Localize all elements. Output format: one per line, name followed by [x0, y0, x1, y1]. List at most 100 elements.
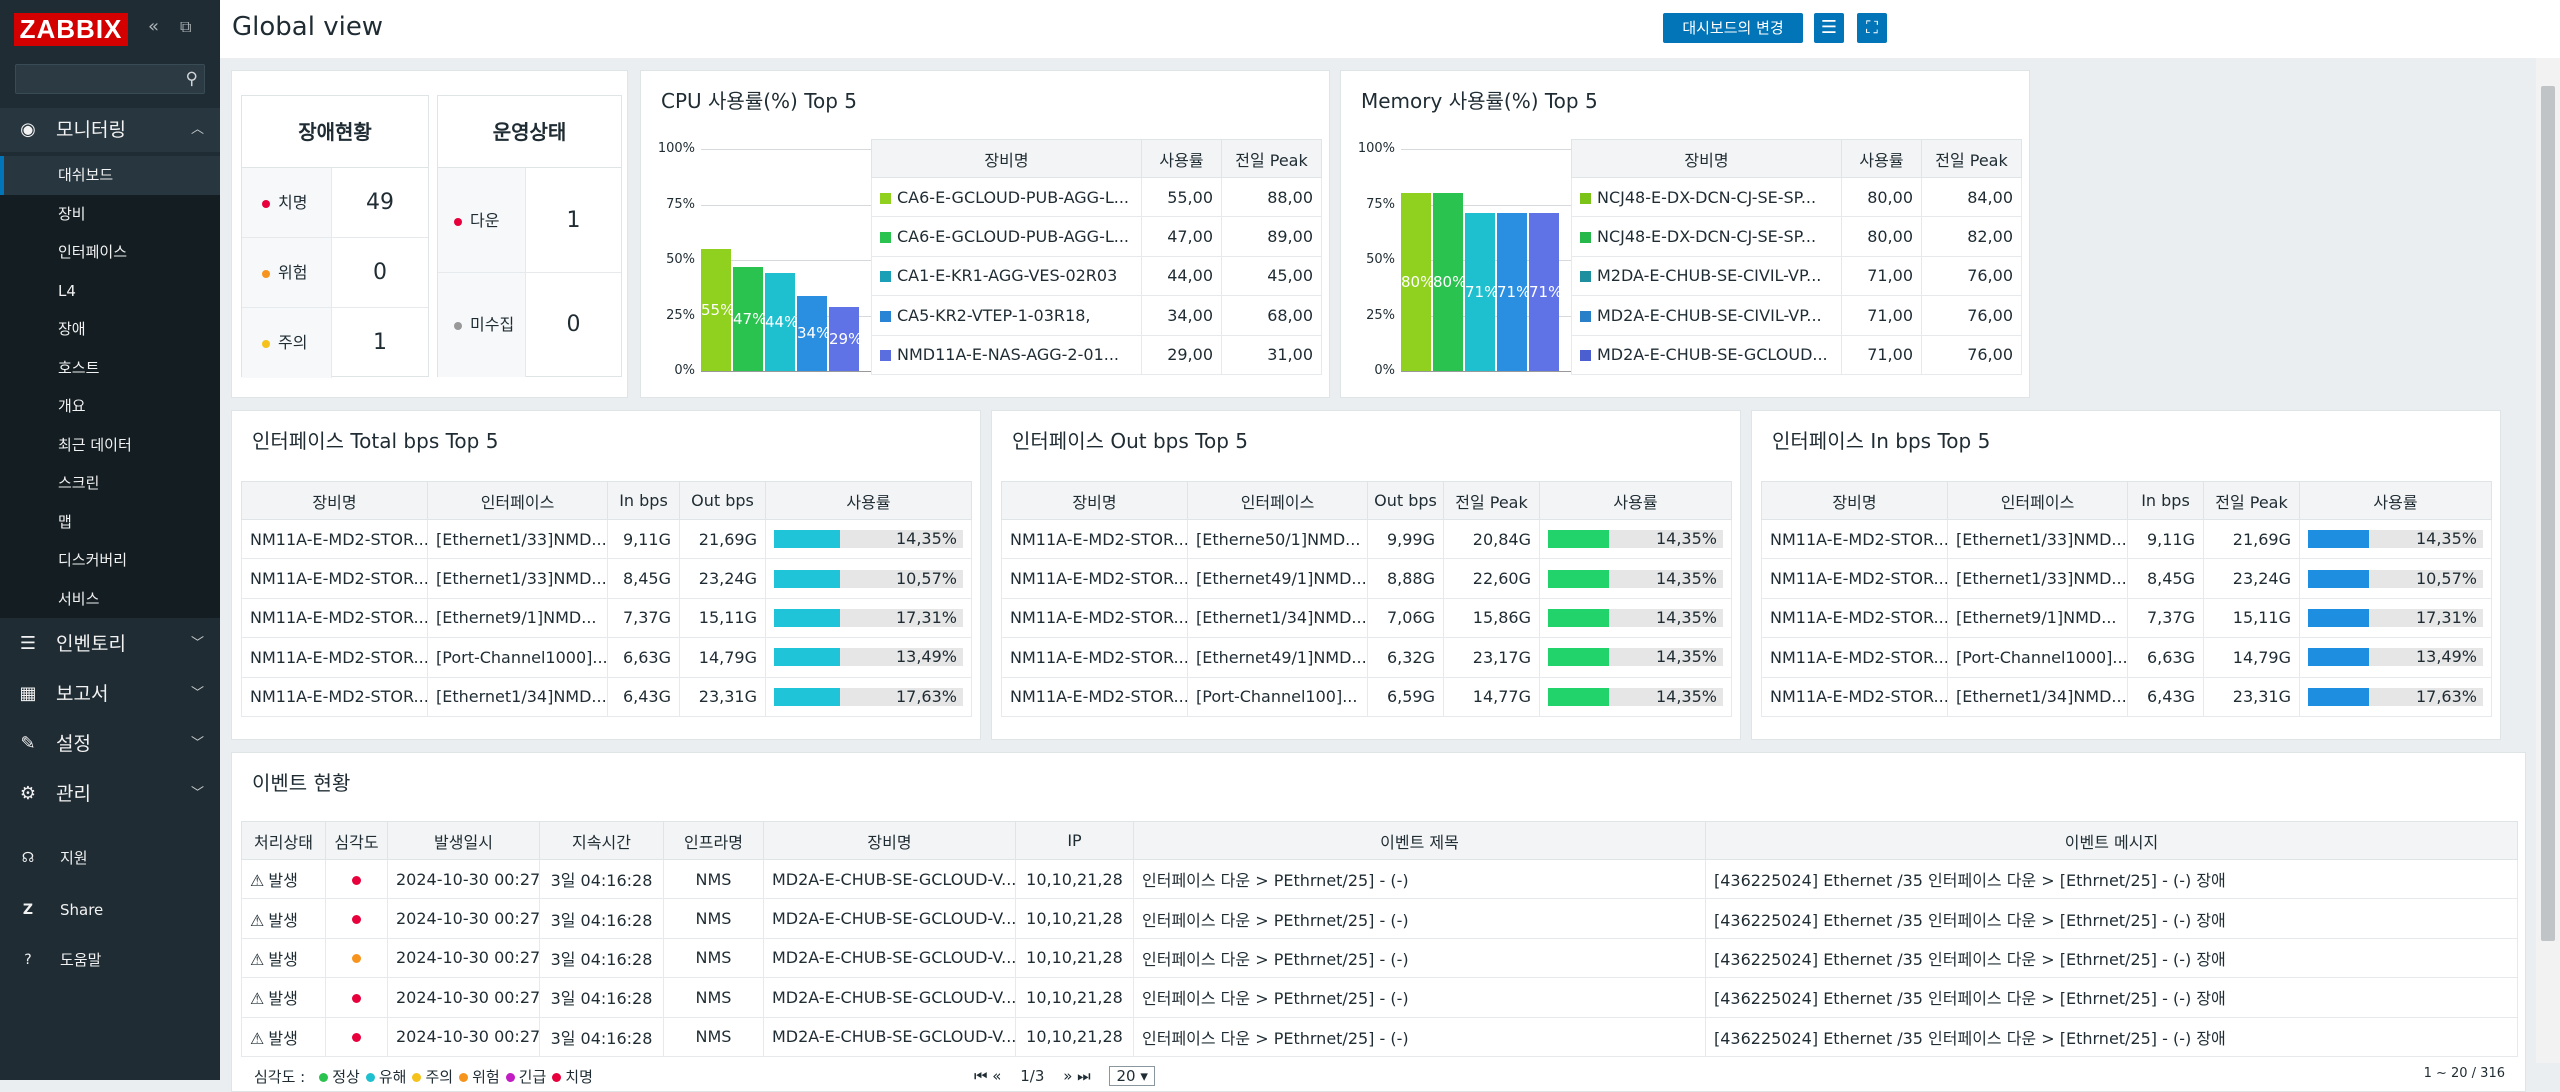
table-row[interactable]: CA6-E-GCLOUD-PUB-AGG-L... 55,00 88,00 [871, 176, 1322, 218]
table-row[interactable]: NM11A-E-MD2-STOR... [Port-Channel100]... 6… [1001, 676, 1732, 717]
interface-cell[interactable]: [Port-Channel100]... [1187, 676, 1368, 717]
table-row[interactable]: NM11A-E-MD2-STOR... [Port-Channel1000]...… [1761, 637, 2492, 678]
table-row[interactable]: NM11A-E-MD2-STOR... [Ethernet1/33]NMD... 9… [1761, 518, 2492, 560]
chart-bar[interactable]: 44% [765, 273, 798, 371]
col-header[interactable]: 인터페이스 [1947, 481, 2128, 520]
host-cell[interactable]: CA1-E-KR1-AGG-VES-02R03 [871, 255, 1142, 297]
submenu-item-latest-data[interactable]: 최근 데이터 [58, 435, 132, 454]
table-row[interactable]: NM11A-E-MD2-STOR... [Ethernet1/34]NMD... 6… [241, 676, 972, 717]
col-header[interactable]: 이벤트 메시지 [1705, 821, 2518, 860]
menu-icon[interactable]: ☰ [1814, 13, 1844, 43]
first-page-icon[interactable]: ⏮ [974, 1067, 988, 1085]
host-cell[interactable]: NCJ48-E-DX-DCN-CJ-SE-SP... [1571, 216, 1842, 257]
submenu-item-l4[interactable]: L4 [58, 281, 76, 300]
table-row[interactable]: NM11A-E-MD2-STOR... [Ethernet49/1]NMD... 8… [1001, 558, 1732, 599]
interface-cell[interactable]: [Ethernet1/34]NMD... [1187, 597, 1368, 639]
menu-monitoring[interactable]: ◉ 모니터링 ︿ [0, 108, 220, 152]
col-header[interactable]: 사용률 [1539, 481, 1732, 520]
table-row[interactable]: NM11A-E-MD2-STOR... [Ethernet1/33]NMD... 9… [241, 518, 972, 560]
table-row[interactable]: NM11A-E-MD2-STOR... [Ethernet49/1]NMD... 6… [1001, 637, 1732, 678]
interface-cell[interactable]: [Ethernet1/33]NMD... [1947, 518, 2128, 560]
host-cell[interactable]: NM11A-E-MD2-STOR... [241, 597, 428, 639]
event-row[interactable]: ⚠발생 2024-10-30 00:27:593일 04:16:28NMSMD2A… [241, 898, 2518, 939]
status-cell[interactable]: ⚠ 발생 [241, 977, 326, 1018]
host-cell[interactable]: NM11A-E-MD2-STOR... [241, 676, 428, 717]
kiosk-icon[interactable]: ⧉ [180, 17, 192, 36]
submenu-item-problems[interactable]: 장애 [58, 320, 86, 338]
chart-bar[interactable]: 34% [797, 295, 830, 371]
last-page-icon[interactable]: ⏭ [1077, 1067, 1091, 1085]
interface-cell[interactable]: [Ethernet1/33]NMD... [1947, 558, 2128, 599]
col-header[interactable]: In bps [2127, 481, 2204, 520]
interface-cell[interactable]: [Port-Channel1000]... [1947, 637, 2128, 678]
table-row[interactable]: NCJ48-E-DX-DCN-CJ-SE-SP... 80,00 84,00 [1571, 176, 2022, 218]
host-cell[interactable]: NM11A-E-MD2-STOR... [1761, 558, 1948, 599]
col-header[interactable]: 사용률 [1141, 139, 1222, 178]
col-header[interactable]: 장비명 [1761, 481, 1948, 520]
table-row[interactable]: NM11A-E-MD2-STOR... [Ethernet1/33]NMD... 8… [241, 558, 972, 599]
event-row[interactable]: ⚠발생 2024-10-30 00:27:593일 04:16:28NMSMD2A… [241, 858, 2518, 900]
col-header[interactable]: 장비명 [763, 821, 1016, 860]
host-cell[interactable]: NM11A-E-MD2-STOR... [1001, 518, 1188, 560]
host-cell[interactable]: CA6-E-GCLOUD-PUB-AGG-L... [871, 216, 1142, 257]
col-header[interactable]: 지속시간 [539, 821, 664, 860]
fullscreen-icon[interactable]: ⛶ [1857, 13, 1887, 43]
interface-cell[interactable]: [Ethernet1/34]NMD... [1947, 676, 2128, 717]
chart-bar[interactable]: 29% [829, 306, 862, 371]
chart-bar[interactable]: 71% [1497, 213, 1530, 371]
interface-cell[interactable]: [Ethernet49/1]NMD... [1187, 558, 1368, 599]
footer-help[interactable]: ? 도움말 [0, 942, 220, 978]
search-input[interactable]: ⚲ [15, 64, 205, 94]
interface-cell[interactable]: [Ethernet1/33]NMD... [427, 518, 608, 560]
table-row[interactable]: NM11A-E-MD2-STOR... [Ethernet1/34]NMD... 7… [1001, 597, 1732, 639]
table-row[interactable]: NM11A-E-MD2-STOR... [Etherne50/1]NMD... 9,… [1001, 518, 1732, 560]
submenu-item-maps[interactable]: 맵 [58, 512, 72, 531]
submenu-item-devices[interactable]: 장비 [58, 204, 86, 223]
col-header[interactable]: 장비명 [1001, 481, 1188, 520]
col-header[interactable]: 장비명 [871, 139, 1142, 178]
problem-row-high[interactable]: 위험 0 [242, 238, 428, 308]
chart-bar[interactable]: 80% [1433, 193, 1466, 371]
col-header[interactable]: 인터페이스 [427, 481, 608, 520]
col-header[interactable]: 처리상태 [241, 821, 326, 860]
col-header[interactable]: 전일 Peak [1921, 139, 2022, 178]
interface-cell[interactable]: [Etherne50/1]NMD... [1187, 518, 1368, 560]
col-header[interactable]: 사용률 [765, 481, 972, 520]
host-cell[interactable]: MD2A-E-CHUB-SE-GCLOUD... [1571, 334, 1842, 375]
submenu-item-services[interactable]: 서비스 [58, 589, 100, 608]
table-row[interactable]: CA6-E-GCLOUD-PUB-AGG-L... 47,00 89,00 [871, 216, 1322, 257]
menu-configuration[interactable]: ✎ 설정 ﹀ [0, 722, 220, 766]
menu-reports[interactable]: ▦ 보고서 ﹀ [0, 672, 220, 716]
interface-cell[interactable]: [Ethernet9/1]NMD... [427, 597, 608, 639]
interface-cell[interactable]: [Ethernet49/1]NMD... [1187, 637, 1368, 678]
host-cell[interactable]: NM11A-E-MD2-STOR... [1761, 676, 1948, 717]
host-cell[interactable]: NM11A-E-MD2-STOR... [241, 637, 428, 678]
host-cell[interactable]: NM11A-E-MD2-STOR... [1761, 637, 1948, 678]
table-row[interactable]: M2DA-E-CHUB-SE-CIVIL-VP... 71,00 76,00 [1571, 255, 2022, 297]
host-cell[interactable]: NM11A-E-MD2-STOR... [1001, 637, 1188, 678]
table-row[interactable]: NM11A-E-MD2-STOR... [Ethernet9/1]NMD... 7,… [241, 597, 972, 639]
op-row-down[interactable]: 다운 1 [438, 168, 621, 273]
chart-bar[interactable]: 80% [1401, 193, 1434, 371]
problem-row-warning[interactable]: 주의 1 [242, 308, 428, 378]
scrollbar-thumb[interactable] [2541, 86, 2555, 941]
change-dashboard-button[interactable]: 대시보드의 변경 [1663, 13, 1803, 43]
footer-support[interactable]: ☊ 지원 [0, 840, 220, 876]
col-header[interactable]: 장비명 [1571, 139, 1842, 178]
col-header[interactable]: IP [1015, 821, 1134, 860]
per-page-select[interactable]: 20 ▾ [1109, 1066, 1155, 1086]
col-header[interactable]: 전일 Peak [1443, 481, 1540, 520]
host-cell[interactable]: NM11A-E-MD2-STOR... [1761, 597, 1948, 639]
table-row[interactable]: NCJ48-E-DX-DCN-CJ-SE-SP... 80,00 82,00 [1571, 216, 2022, 257]
table-row[interactable]: CA5-KR2-VTEP-1-03R18, 34,00 68,00 [871, 295, 1322, 336]
col-header[interactable]: 전일 Peak [1221, 139, 1322, 178]
chart-bar[interactable]: 71% [1465, 213, 1498, 371]
table-row[interactable]: NM11A-E-MD2-STOR... [Port-Channel1000]...… [241, 637, 972, 678]
col-header[interactable]: 심각도 [325, 821, 388, 860]
col-header[interactable]: 전일 Peak [2203, 481, 2300, 520]
chart-bar[interactable]: 55% [701, 248, 734, 371]
submenu-item-interfaces[interactable]: 인터페이스 [58, 243, 128, 261]
col-header[interactable]: Out bps [1367, 481, 1444, 520]
chart-bar[interactable]: 47% [733, 266, 766, 371]
event-row[interactable]: ⚠발생 2024-10-30 00:27:593일 04:16:28NMSMD2A… [241, 1016, 2518, 1057]
